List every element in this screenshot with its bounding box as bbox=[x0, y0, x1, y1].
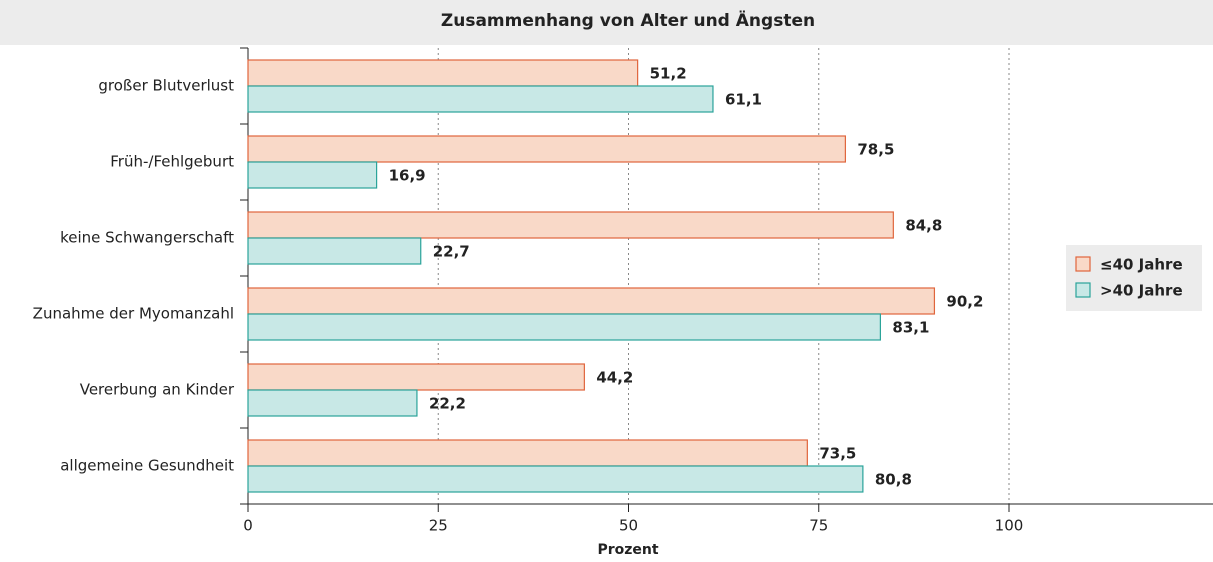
value-label: 90,2 bbox=[946, 293, 983, 311]
x-tick-label: 25 bbox=[429, 517, 448, 535]
bar bbox=[247, 389, 418, 417]
x-tick-label: 50 bbox=[619, 517, 638, 535]
x-tick-label: 75 bbox=[809, 517, 828, 535]
y-tick-label: Vererbung an Kinder bbox=[80, 381, 235, 399]
value-label: 84,8 bbox=[905, 217, 942, 235]
bar bbox=[247, 135, 846, 163]
bar bbox=[247, 85, 714, 113]
legend-swatch bbox=[1075, 256, 1091, 272]
chart-title: Zusammenhang von Alter und Ängsten bbox=[441, 9, 815, 31]
legend-label: ≤40 Jahre bbox=[1100, 256, 1183, 274]
title-band bbox=[0, 0, 1213, 45]
y-tick-label: Zunahme der Myomanzahl bbox=[33, 305, 234, 323]
x-tick-label: 100 bbox=[995, 517, 1024, 535]
bar bbox=[247, 211, 894, 239]
bar bbox=[247, 313, 881, 341]
bar bbox=[247, 237, 422, 265]
value-label: 22,7 bbox=[433, 243, 470, 261]
bar bbox=[247, 439, 808, 467]
value-label: 61,1 bbox=[725, 91, 762, 109]
legend-label: >40 Jahre bbox=[1100, 282, 1183, 300]
bar bbox=[247, 465, 864, 493]
bar bbox=[247, 59, 639, 87]
value-label: 22,2 bbox=[429, 395, 466, 413]
value-label: 51,2 bbox=[650, 65, 687, 83]
y-tick-label: großer Blutverlust bbox=[98, 77, 234, 95]
legend-swatch bbox=[1075, 282, 1091, 298]
legend-box bbox=[1066, 245, 1202, 311]
bar bbox=[247, 161, 378, 189]
value-label: 44,2 bbox=[596, 369, 633, 387]
value-label: 78,5 bbox=[857, 141, 894, 159]
value-label: 83,1 bbox=[892, 319, 929, 337]
x-tick-label: 0 bbox=[243, 517, 253, 535]
bar bbox=[247, 363, 585, 391]
value-label: 73,5 bbox=[819, 445, 856, 463]
value-label: 16,9 bbox=[389, 167, 426, 185]
x-axis-label: Prozent bbox=[597, 542, 658, 558]
y-tick-label: Früh-/Fehlgeburt bbox=[110, 153, 234, 171]
y-tick-label: allgemeine Gesundheit bbox=[60, 457, 234, 475]
y-tick-label: keine Schwangerschaft bbox=[60, 229, 234, 247]
value-label: 80,8 bbox=[875, 471, 912, 489]
bar bbox=[247, 287, 936, 315]
